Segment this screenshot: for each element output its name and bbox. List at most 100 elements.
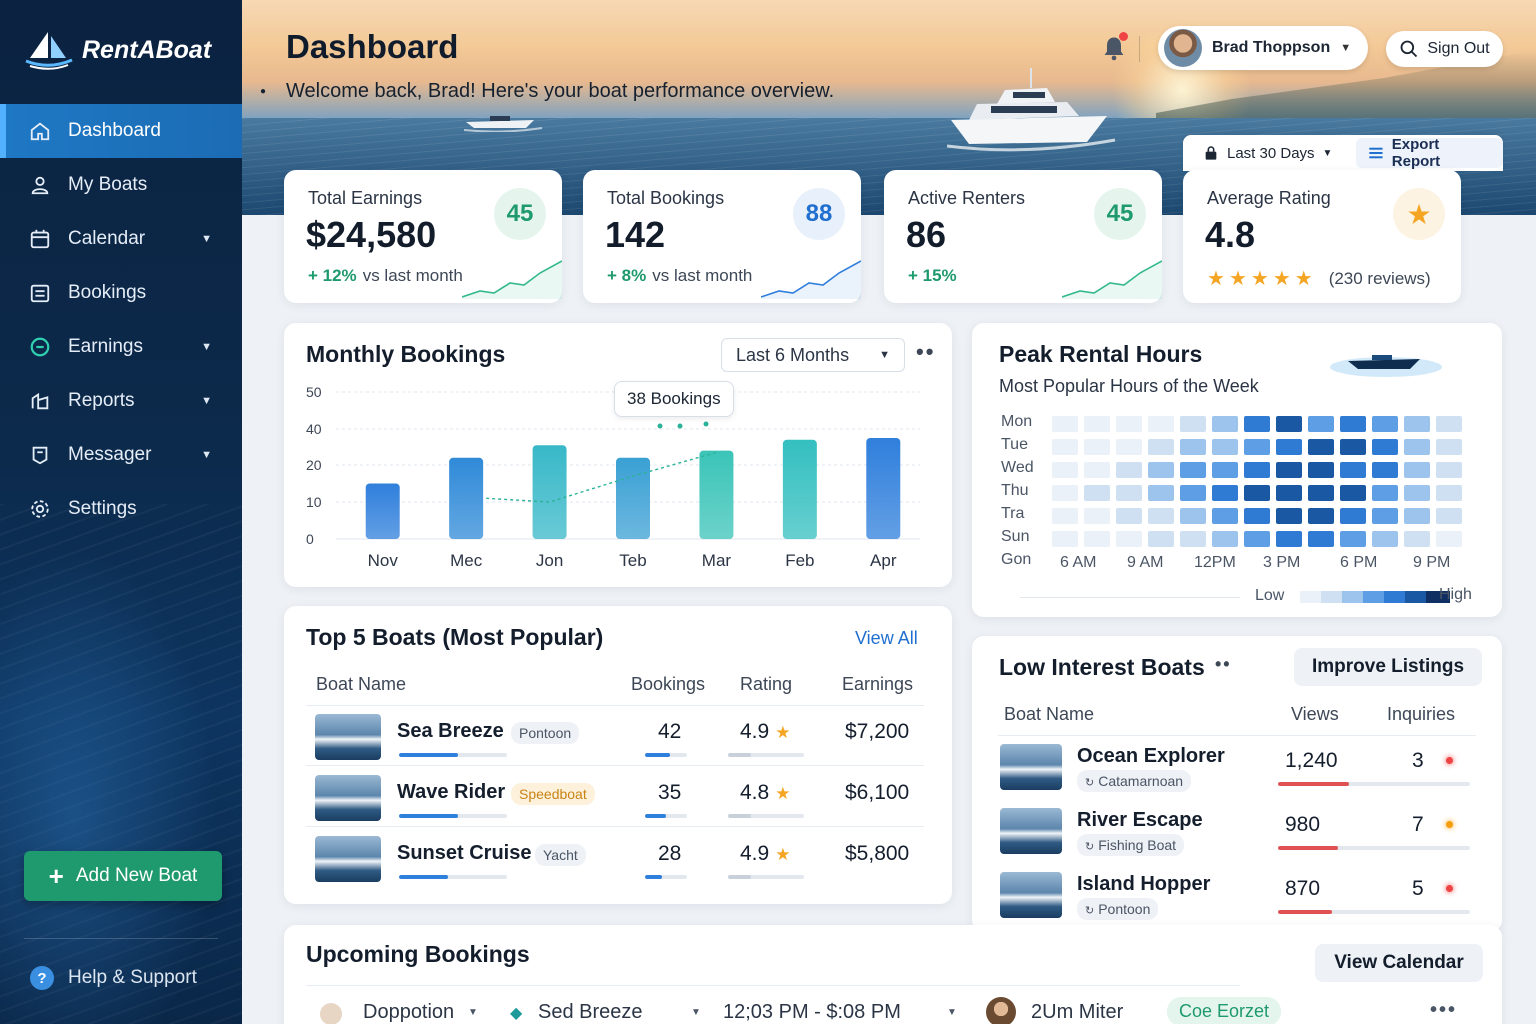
date-range-select[interactable]: Last 30 Days ▼ [1183, 145, 1354, 162]
stat-change-value: + 15% [908, 266, 957, 285]
guest-avatar [320, 1003, 342, 1024]
heatmap-cell [1340, 508, 1366, 524]
bookings-bar [645, 753, 687, 757]
sidebar-item-my-boats[interactable]: My Boats [0, 158, 242, 212]
sidebar-item-earnings[interactable]: Earnings ▼ [0, 320, 242, 374]
bar-jon[interactable] [532, 445, 567, 539]
sign-out-button[interactable]: Sign Out [1386, 31, 1503, 67]
rating-value: 4.9 ★ [740, 842, 790, 866]
bar-mec[interactable] [449, 457, 484, 539]
more-options-icon[interactable]: •• [1215, 654, 1232, 674]
heatmap-cell [1244, 416, 1270, 432]
page-title: Dashboard [286, 28, 459, 65]
sidebar-item-messager[interactable]: Messager ▼ [0, 428, 242, 482]
stat-change: + 15% [908, 266, 957, 286]
heatmap-day-label: Tra [1001, 505, 1025, 522]
improve-listings-button[interactable]: Improve Listings [1294, 648, 1482, 686]
heatmap-cell [1276, 485, 1302, 501]
star-icon: ★ [1294, 268, 1313, 290]
more-options-icon[interactable]: ••• [1430, 999, 1458, 1021]
heatmap-cell [1436, 485, 1462, 501]
bar-teb[interactable] [616, 457, 650, 539]
chevron-down-icon: ▼ [201, 449, 212, 461]
sidebar-item-dashboard[interactable]: Dashboard [0, 104, 242, 158]
col-boat-name: Boat Name [316, 674, 407, 694]
table-row[interactable]: Sea Breeze Pontoon 42 4.9 ★ $7,200 [284, 713, 952, 771]
sidebar-item-settings[interactable]: Settings [0, 482, 242, 536]
add-new-boat-button[interactable]: + Add New Boat [24, 851, 222, 901]
peak-rental-subtitle: Most Popular Hours of the Week [999, 376, 1259, 396]
speedboat-illustration [464, 116, 543, 132]
heatmap-cell [1148, 462, 1174, 478]
help-support-link[interactable]: ? Help & Support [30, 966, 197, 990]
view-calendar-button[interactable]: View Calendar [1315, 944, 1483, 982]
brand-logo[interactable]: RentABoat [24, 30, 211, 70]
table-row[interactable]: Sunset Cruise Yacht 28 4.9 ★ $5,800 [284, 835, 952, 893]
chevron-down-icon: ▼ [1322, 147, 1333, 159]
bar-feb[interactable] [782, 439, 817, 539]
chevron-down-icon: ▼ [201, 233, 212, 245]
boat-type-label: Catamarnoan [1098, 773, 1184, 789]
bar-nov[interactable] [365, 483, 400, 540]
top-boats-title-main: Top 5 Boats [306, 624, 436, 650]
booking-boat-name: Sed Breeze [538, 1001, 643, 1023]
status-badge: Coe Eorzet [1167, 997, 1282, 1024]
heatmap-cell [1244, 439, 1270, 455]
heatmap-cell [1148, 485, 1174, 501]
chevron-down-icon: ▼ [201, 395, 212, 407]
table-row[interactable]: Island Hopper ↻ Pontoon 870 5 [972, 872, 1502, 932]
rating-number: 4.9 [740, 842, 770, 865]
heatmap-hour-label: 3 PM [1263, 554, 1301, 571]
avatar [1164, 29, 1202, 67]
bar-mar[interactable] [699, 450, 734, 539]
earnings-value: $5,800 [845, 842, 910, 865]
heatmap-cell [1052, 462, 1078, 478]
upcoming-row[interactable]: Doppotion ▼ ◆ Sed Breeze ▼ 12;03 PM - $:… [284, 997, 1502, 1024]
sidebar-item-calendar[interactable]: Calendar ▼ [0, 212, 242, 266]
rating-bar [728, 875, 804, 879]
inquiries-count: 7 [1412, 813, 1424, 836]
legend-swatch [1342, 591, 1363, 603]
stat-value: 4.8 [1205, 214, 1256, 255]
sidebar-item-reports[interactable]: Reports ▼ [0, 374, 242, 428]
table-row[interactable]: Ocean Explorer ↻ Catamarnoan 1,240 3 [972, 744, 1502, 804]
top-boats-title-suffix: (Most Popular) [442, 624, 604, 650]
col-boat-name: Boat Name [1004, 704, 1095, 724]
view-all-link[interactable]: View All [855, 628, 918, 648]
bookings-count: 35 [658, 781, 682, 804]
stat-change: + 8% vs last month [607, 266, 752, 286]
heatmap-cell [1148, 531, 1174, 547]
sidebar: RentABoat Dashboard My Boats Calendar ▼ Book… [0, 0, 242, 1024]
more-options-icon[interactable]: •• [916, 339, 936, 364]
user-menu[interactable]: Brad Thoppson ▼ [1158, 26, 1368, 70]
heatmap-cell [1244, 462, 1270, 478]
heatmap-cell [1116, 462, 1142, 478]
months-range-select[interactable]: Last 6 Months ▼ [721, 338, 905, 372]
sidebar-item-bookings[interactable]: Bookings [0, 266, 242, 320]
bar-apr[interactable] [866, 438, 901, 539]
renter-avatar [986, 997, 1016, 1024]
rating-value: 4.9 ★ [740, 720, 790, 744]
table-row[interactable]: Wave Rider Speedboat 35 4.8 ★ $6,100 [284, 774, 952, 832]
months-range-value: Last 6 Months [736, 344, 850, 365]
upcoming-bookings-card: Upcoming Bookings View Calendar Doppotio… [284, 925, 1502, 1024]
export-report-button[interactable]: Export Report [1355, 136, 1503, 170]
alert-dot [1446, 885, 1453, 892]
notifications-button[interactable] [1100, 32, 1130, 64]
heatmap-cell [1180, 485, 1206, 501]
sailboat-logo-icon [25, 32, 73, 70]
stat-label: Total Earnings [308, 188, 423, 208]
boat-diamond-icon: ◆ [510, 1005, 523, 1022]
heatmap-cell [1308, 485, 1334, 501]
stat-value: 142 [605, 214, 666, 255]
rating-bar [728, 814, 804, 818]
heatmap-cell [1084, 485, 1110, 501]
heatmap-cell [1372, 485, 1398, 501]
stat-label: Average Rating [1207, 188, 1331, 208]
heatmap-cell [1148, 508, 1174, 524]
link-icon: ↻ [1085, 777, 1095, 789]
home-icon [28, 119, 52, 143]
views-count: 870 [1285, 877, 1321, 900]
legend-swatch [1300, 591, 1321, 603]
table-row[interactable]: River Escape ↻ Fishing Boat 980 7 [972, 808, 1502, 868]
